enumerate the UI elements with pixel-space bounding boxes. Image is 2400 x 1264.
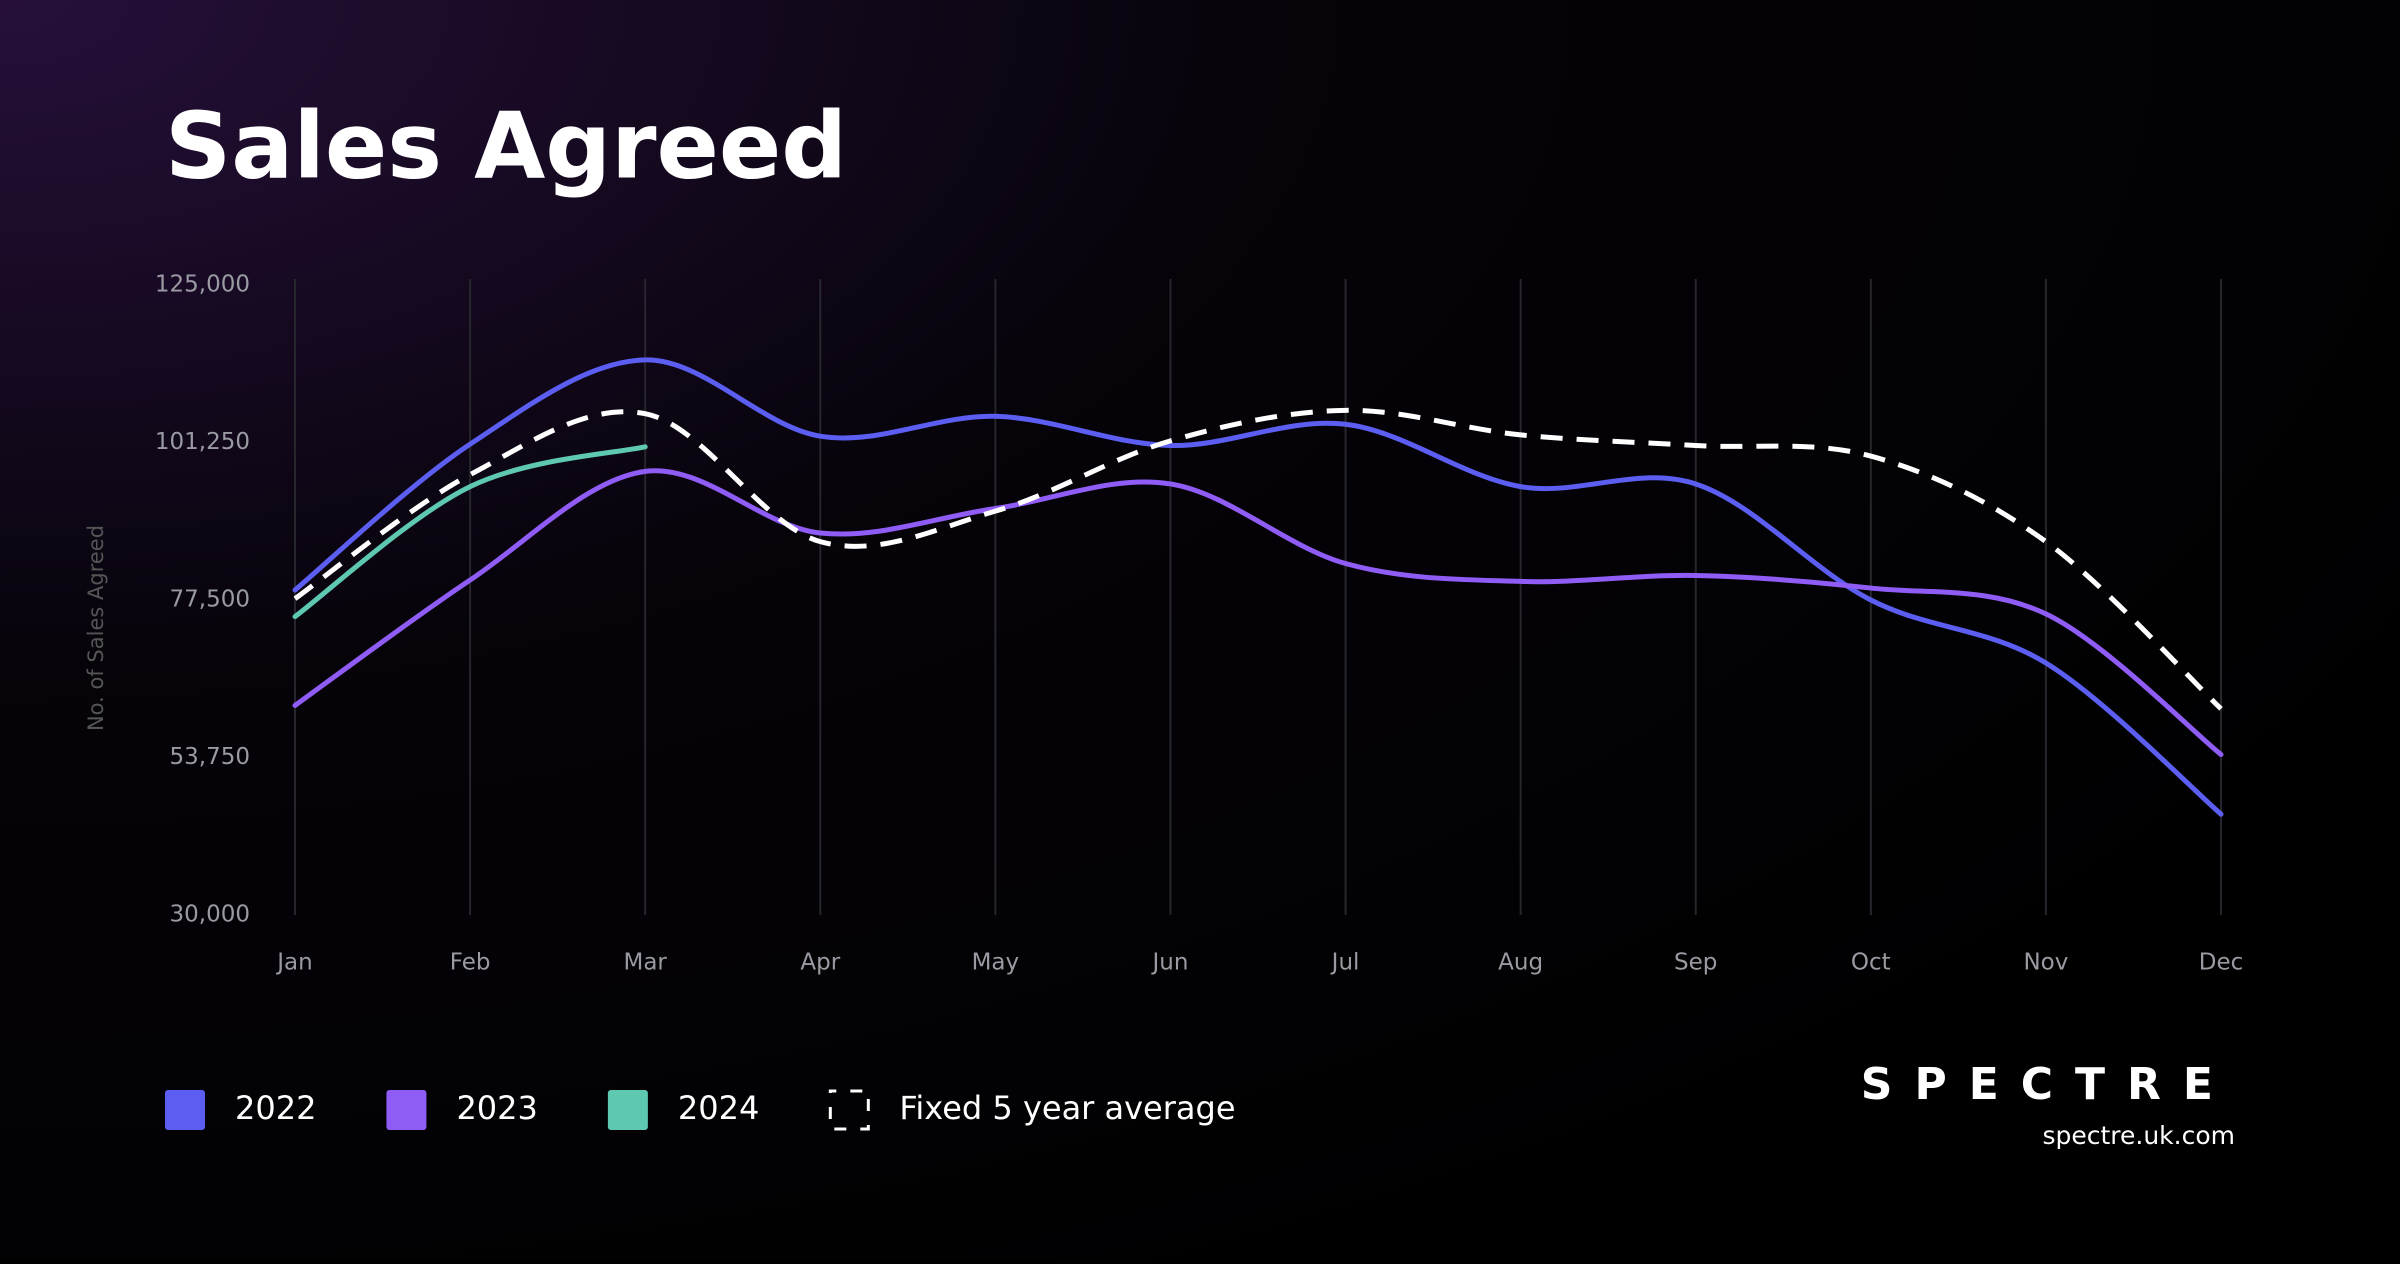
x-tick-label: Aug	[1498, 950, 1543, 976]
x-tick-label: Nov	[2023, 950, 2068, 976]
x-tick-label: Apr	[800, 950, 840, 976]
legend-swatch	[828, 1089, 870, 1131]
series-line	[292, 468, 2224, 758]
y-tick-label: 30,000	[170, 902, 250, 928]
x-tick-label: Mar	[623, 950, 667, 976]
series-line	[292, 444, 648, 620]
series-line	[293, 407, 2223, 711]
website: spectre.uk.com	[2042, 1121, 2235, 1150]
legend-swatch	[165, 1090, 205, 1130]
legend-swatch	[386, 1090, 427, 1130]
x-tick-label: Sep	[1674, 950, 1717, 976]
legend-label: Fixed 5 year average	[899, 1089, 1235, 1127]
legend-label: 2023	[456, 1089, 537, 1127]
chart-title: Sales Agreed	[165, 92, 847, 199]
x-tick-label: Jun	[1150, 950, 1188, 976]
x-tick-label: Jul	[1330, 950, 1360, 976]
x-tick-label: May	[972, 950, 1020, 976]
legend-label: 2022	[235, 1089, 316, 1127]
x-tick-label: Feb	[450, 950, 491, 976]
y-axis-label: No. of Sales Agreed	[84, 525, 108, 731]
y-tick-label: 77,500	[170, 587, 250, 613]
y-tick-label: 101,250	[155, 429, 250, 455]
legend-swatch	[607, 1090, 648, 1130]
y-tick-label: 125,000	[155, 272, 250, 298]
legend-label: 2024	[678, 1089, 759, 1127]
y-tick-label: 53,750	[170, 744, 250, 770]
x-tick-label: Dec	[2199, 950, 2244, 976]
x-tick-label: Oct	[1851, 950, 1891, 976]
x-tick-label: Jan	[275, 950, 312, 976]
series-line	[292, 357, 2224, 817]
brand-logo: SPECTRE	[1861, 1059, 2235, 1110]
